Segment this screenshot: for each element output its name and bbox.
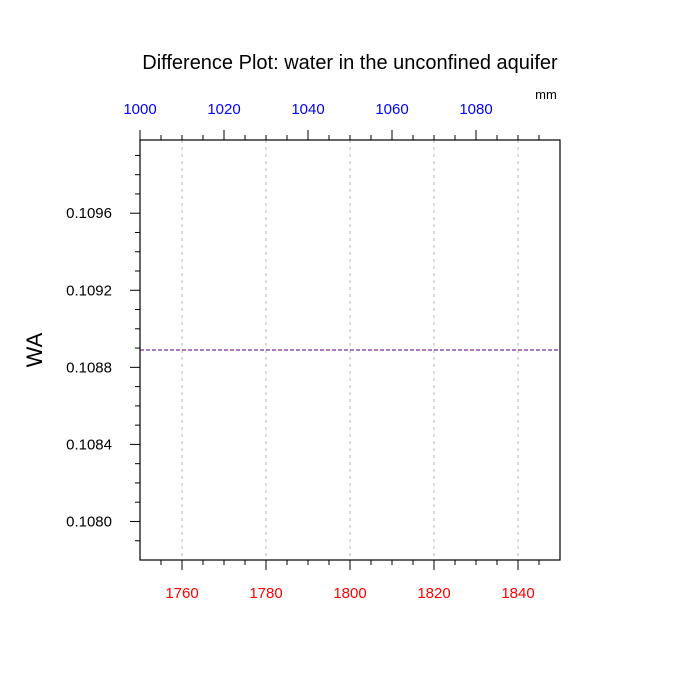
y-tick-label: 0.1080	[66, 513, 112, 530]
x-bottom-tick-label: 1800	[333, 585, 366, 602]
x-bottom-tick-label: 1780	[249, 585, 282, 602]
x-top-tick-label: 1040	[291, 101, 324, 118]
x-top-tick-label: 1060	[375, 101, 408, 118]
y-axis-label: WA	[22, 332, 47, 367]
x-top-tick-label: 1080	[459, 101, 492, 118]
x-bottom-tick-label: 1840	[501, 585, 534, 602]
x-bottom-tick-label: 1820	[417, 585, 450, 602]
label-layer: 1760 1780 1800 1820 1840 1000 1020 1040 1060 1080…	[66, 101, 535, 602]
x-top-tick-label: 1020	[207, 101, 240, 118]
y-tick-label: 0.1096	[66, 205, 112, 222]
y-tick-label: 0.1092	[66, 282, 112, 299]
axis-layer	[130, 130, 561, 570]
top-axis-unit: mm	[535, 87, 557, 102]
y-tick-label: 0.1088	[66, 359, 112, 376]
chart-title: Difference Plot: water in the unconfined…	[142, 52, 558, 74]
x-bottom-tick-label: 1760	[165, 585, 198, 602]
y-tick-label: 0.1084	[66, 436, 112, 453]
x-top-tick-label: 1000	[123, 101, 156, 118]
